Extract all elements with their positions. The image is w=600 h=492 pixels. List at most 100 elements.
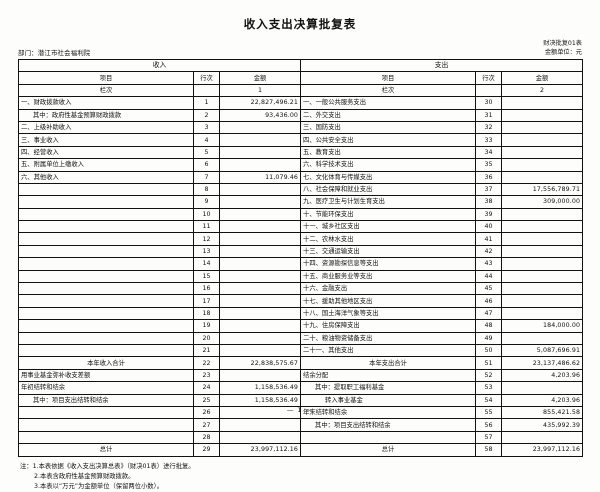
cell-line-income: 17 (194, 295, 220, 307)
cell-item-expenditure: 七、文化体育与传媒支出 (301, 171, 476, 183)
cell-line-expenditure: 58 (476, 444, 502, 456)
cell-line-income: 19 (194, 320, 220, 332)
cell-amount-expenditure (502, 97, 583, 109)
cell-line-expenditure: 47 (476, 307, 502, 319)
cell-amount-expenditure (502, 382, 583, 394)
cell-amount-expenditure (502, 270, 583, 282)
cell-amount-income: 23,997,112.16 (220, 444, 301, 456)
cell-item-expenditure: 其中：提取职工福利基金 (301, 382, 476, 394)
cell-line-income: 21 (194, 344, 220, 356)
cell-line-expenditure: 32 (476, 121, 502, 133)
cell-amount-income: 1,158,536.49 (220, 382, 301, 394)
cell-line-expenditure: 44 (476, 270, 502, 282)
cell-item-income (19, 419, 194, 431)
cell-amount-income (220, 134, 301, 146)
cell-item-income: 二、上级补助收入 (19, 121, 194, 133)
cell-line-expenditure: 36 (476, 171, 502, 183)
cell-amount-income (220, 146, 301, 158)
cell-amount-income: 11,079.46 (220, 171, 301, 183)
cell-line-income: 13 (194, 245, 220, 257)
cell-amount-expenditure: 435,992.39 (502, 419, 583, 431)
cell-item-expenditure: 一、一般公共服务支出 (301, 97, 476, 109)
cell-item-income: 用事业基金弥补收支差额 (19, 369, 194, 381)
cell-line-expenditure: 50 (476, 344, 502, 356)
cell-amount-income (220, 295, 301, 307)
cell-amount-income (220, 270, 301, 282)
cell-item-income: 其中：政府性基金预算财政拨款 (19, 109, 194, 121)
cell-item-income: 三、事业收入 (19, 134, 194, 146)
cell-amount-income (220, 196, 301, 208)
col-header-line-expenditure: 行次 (476, 72, 502, 84)
cell-item-income (19, 233, 194, 245)
cell-amount-income (220, 208, 301, 220)
group-header-expenditure: 支出 (301, 60, 583, 72)
cell-item-expenditure: 二十一、其他支出 (301, 344, 476, 356)
cell-amount-expenditure (502, 121, 583, 133)
cell-item-expenditure: 十二、农林水支出 (301, 233, 476, 245)
cell-line-income: 29 (194, 444, 220, 456)
cell-line-income: 24 (194, 382, 220, 394)
amount-unit-label: 金额单位：元 (543, 49, 582, 58)
cell-amount-expenditure: 5,087,696.91 (502, 344, 583, 356)
cell-amount-expenditure (502, 258, 583, 270)
cell-amount-expenditure (502, 134, 583, 146)
rank-label-income: 栏次 (19, 84, 194, 96)
cell-line-expenditure: 37 (476, 183, 502, 195)
cell-line-expenditure: 57 (476, 431, 502, 443)
cell-amount-expenditure: 4,203.96 (502, 394, 583, 406)
cell-item-income (19, 307, 194, 319)
cell-amount-expenditure (502, 109, 583, 121)
cell-amount-income (220, 159, 301, 171)
cell-amount-income (220, 221, 301, 233)
cell-line-income: 3 (194, 121, 220, 133)
cell-amount-income (220, 183, 301, 195)
cell-item-expenditure: 六、科学技术支出 (301, 159, 476, 171)
group-header-income: 收入 (19, 60, 301, 72)
cell-line-expenditure: 56 (476, 419, 502, 431)
cell-line-expenditure: 54 (476, 394, 502, 406)
department-label: 部门：潜江市社会福利院 (18, 48, 91, 58)
cell-item-income (19, 332, 194, 344)
cell-amount-income (220, 283, 301, 295)
cell-amount-income (220, 369, 301, 381)
cell-line-expenditure: 39 (476, 208, 502, 220)
cell-item-expenditure: 十九、住房保障支出 (301, 320, 476, 332)
cell-item-expenditure: 转入事业基金 (301, 394, 476, 406)
cell-line-income: 9 (194, 196, 220, 208)
cell-item-expenditure: 十、节能环保支出 (301, 208, 476, 220)
col-header-amount-income: 金额 (220, 72, 301, 84)
cell-amount-expenditure (502, 332, 583, 344)
cell-amount-expenditure: 23,997,112.16 (502, 444, 583, 456)
cell-line-expenditure: 52 (476, 369, 502, 381)
cell-amount-expenditure (502, 233, 583, 245)
cell-amount-expenditure (502, 283, 583, 295)
form-meta: 财决批复01表 金额单位：元 (543, 40, 582, 58)
cell-line-expenditure: 31 (476, 109, 502, 121)
cell-item-income (19, 431, 194, 443)
cell-item-income: 总计 (19, 444, 194, 456)
budget-table: 收入 支出 项目 行次 金额 项目 行次 金额 栏次 1 栏次 2 一、财政拨款… (18, 59, 583, 457)
cell-line-income: 28 (194, 431, 220, 443)
cell-line-income: 23 (194, 369, 220, 381)
cell-amount-income (220, 233, 301, 245)
cell-amount-expenditure: 17,556,789.71 (502, 183, 583, 195)
cell-amount-income (220, 344, 301, 356)
cell-line-expenditure: 30 (476, 97, 502, 109)
cell-item-expenditure: 四、公共安全支出 (301, 134, 476, 146)
cell-line-expenditure: 38 (476, 196, 502, 208)
cell-line-income: 14 (194, 258, 220, 270)
footnote-3: 3.本表以“万元”为金额单位（保留两位小数）。 (18, 482, 582, 492)
cell-amount-income (220, 332, 301, 344)
cell-amount-expenditure: 4,203.96 (502, 369, 583, 381)
cell-line-expenditure: 48 (476, 320, 502, 332)
